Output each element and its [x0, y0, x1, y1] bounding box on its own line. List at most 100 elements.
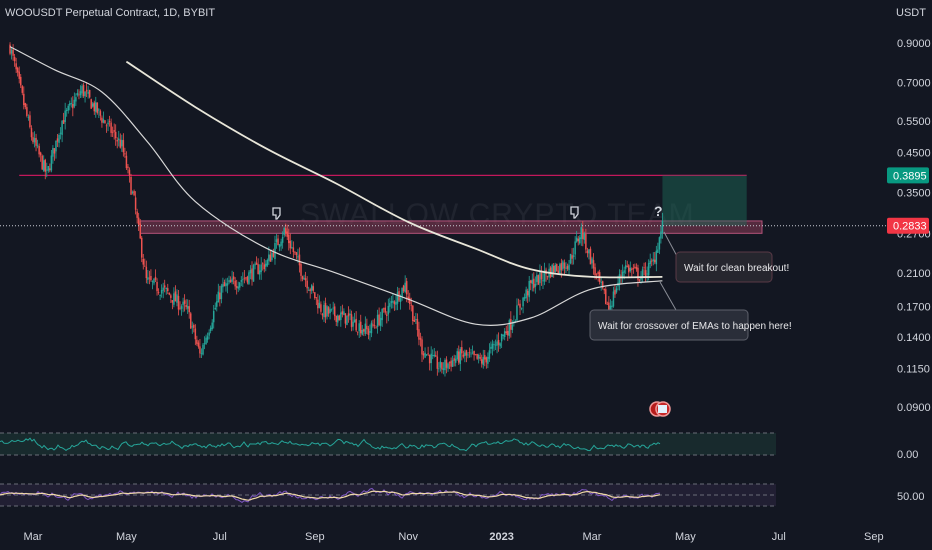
candle — [330, 308, 333, 312]
candle — [108, 115, 111, 127]
candle — [174, 285, 177, 302]
candle — [249, 265, 252, 280]
candle — [502, 334, 504, 340]
candle — [614, 285, 616, 298]
candle — [9, 42, 11, 56]
candle — [523, 293, 526, 301]
candle — [347, 306, 350, 323]
candle — [467, 352, 469, 359]
candle — [363, 328, 365, 337]
candle — [272, 248, 275, 258]
candle — [193, 323, 195, 333]
candle — [281, 231, 284, 249]
target-price-tag: 0.3895 — [887, 167, 929, 184]
candle — [588, 249, 590, 260]
candle — [203, 336, 206, 350]
candle — [144, 258, 146, 267]
candle — [326, 305, 328, 320]
candle — [508, 318, 511, 339]
candle — [372, 319, 374, 328]
x-tick-label: Sep — [305, 531, 325, 543]
candle — [540, 265, 543, 286]
candle — [401, 287, 403, 301]
candle — [145, 260, 148, 284]
candle — [343, 308, 345, 316]
candle — [232, 271, 235, 285]
candle — [36, 139, 39, 149]
candle — [113, 123, 115, 140]
candle — [580, 223, 583, 246]
candle — [428, 354, 431, 371]
candle — [575, 230, 578, 243]
candle — [634, 263, 636, 269]
candle — [488, 343, 491, 362]
candle — [517, 298, 520, 306]
candle — [202, 343, 204, 356]
candle — [569, 253, 572, 265]
y-tick-label: 0.7000 — [897, 78, 931, 90]
candle — [473, 350, 475, 361]
candle — [574, 236, 576, 260]
candle — [310, 283, 313, 294]
candle — [519, 299, 521, 315]
x-tick-label: Jul — [772, 531, 786, 543]
candle — [474, 354, 477, 356]
candle — [72, 96, 74, 117]
time-axis[interactable]: Mar May Jul Sep Nov 2023 Mar May Jul Sep — [24, 531, 884, 543]
candle — [121, 134, 123, 152]
candle — [289, 233, 292, 254]
y-tick-label: 0.1700 — [897, 302, 931, 314]
ema-long-line — [125, 60, 663, 279]
candle — [353, 312, 356, 323]
candle — [441, 362, 443, 374]
candle — [373, 318, 376, 329]
candle — [392, 293, 394, 309]
candle — [427, 346, 429, 356]
candle — [315, 297, 318, 306]
candle — [526, 288, 529, 303]
indicator-pane-2[interactable]: 50.00 — [0, 483, 925, 507]
candle — [33, 131, 36, 148]
candle — [10, 47, 13, 60]
candle — [188, 299, 190, 319]
candle — [134, 191, 137, 215]
candle — [251, 261, 253, 286]
candle — [163, 279, 166, 293]
candle — [228, 275, 230, 285]
candle — [522, 296, 524, 314]
candle — [438, 362, 440, 373]
x-tick-label: Sep — [864, 531, 884, 543]
candle — [641, 266, 644, 283]
candle — [592, 253, 595, 275]
candle — [537, 274, 540, 285]
candle — [552, 263, 555, 278]
candle — [81, 83, 83, 98]
price-axis[interactable]: 0.90000.70000.55000.45000.35000.27000.21… — [897, 38, 931, 414]
flag-icon[interactable] — [649, 401, 671, 417]
candle — [341, 304, 344, 318]
candle — [484, 350, 486, 367]
indicator-pane-1[interactable]: 0.00 — [0, 432, 918, 461]
candle — [615, 285, 618, 294]
candle — [15, 57, 17, 73]
candle — [255, 256, 258, 265]
candle — [577, 235, 579, 246]
thumbs-down-marker-2 — [570, 206, 579, 219]
candle — [327, 306, 330, 317]
thumbs-down-icon — [570, 206, 579, 219]
candle — [539, 264, 541, 291]
candle — [458, 345, 460, 365]
indicator-1-line — [0, 437, 661, 452]
candle — [658, 236, 661, 255]
candle — [252, 263, 255, 282]
candle — [448, 361, 451, 370]
candle — [96, 102, 99, 115]
candle — [75, 93, 77, 106]
candle — [487, 352, 489, 369]
candle — [565, 262, 567, 274]
candle — [381, 308, 383, 327]
candle — [220, 283, 223, 304]
candle — [150, 269, 152, 282]
